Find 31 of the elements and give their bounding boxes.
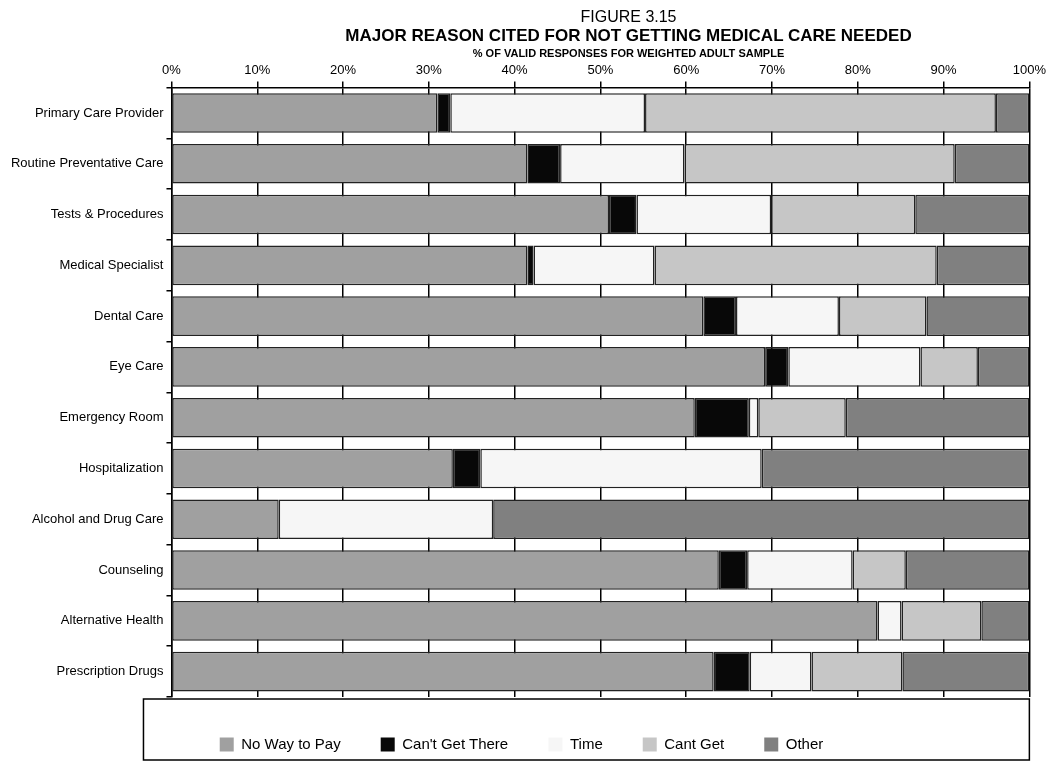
x-tick-label: 90% (930, 62, 958, 78)
y-tick-label: Routine Preventative Care (10, 155, 164, 171)
chart-subtitle: % OF VALID RESPONSES FOR WEIGHTED ADULT SAMPLE (471, 46, 786, 60)
y-tick-label: Eye Care (109, 358, 164, 374)
y-tick-label: Alcohol and Drug Care (31, 510, 164, 526)
x-tick-label: 60% (673, 62, 700, 78)
y-tick-label: Prescription Drugs (56, 663, 164, 679)
y-tick-label: Alternative Health (60, 612, 164, 628)
legend-label: Time (569, 734, 603, 752)
x-tick-label: 80% (844, 62, 872, 78)
x-tick-label: 100% (1012, 62, 1047, 78)
y-tick-label: Hospitalization (78, 460, 164, 476)
x-tick-label: 40% (501, 62, 529, 78)
chart-title: MAJOR REASON CITED FOR NOT GETTING MEDICAL CARE NEEDED (344, 26, 913, 46)
y-tick-label: Primary Care Provider (34, 104, 165, 120)
y-tick-label: Medical Specialist (59, 256, 164, 272)
x-tick-label: 10% (244, 62, 271, 78)
y-tick-label: Emergency Room (59, 409, 164, 425)
y-tick-label: Counseling (98, 561, 164, 577)
legend-label: Other (785, 734, 824, 752)
caption: FIGURE 3.15 (579, 8, 678, 26)
x-tick-label: 70% (758, 62, 786, 78)
y-tick-label: Tests & Procedures (50, 206, 164, 222)
legend-label: Cant Get (664, 734, 726, 752)
y-tick-label: Dental Care (94, 307, 164, 323)
x-tick-label: 50% (587, 62, 614, 78)
x-tick-label: 0% (162, 62, 182, 78)
legend-label: Can't Get There (402, 734, 509, 752)
x-tick-label: 20% (330, 62, 357, 78)
x-tick-label: 30% (415, 62, 443, 78)
legend-label: No Way to Pay (241, 734, 342, 752)
